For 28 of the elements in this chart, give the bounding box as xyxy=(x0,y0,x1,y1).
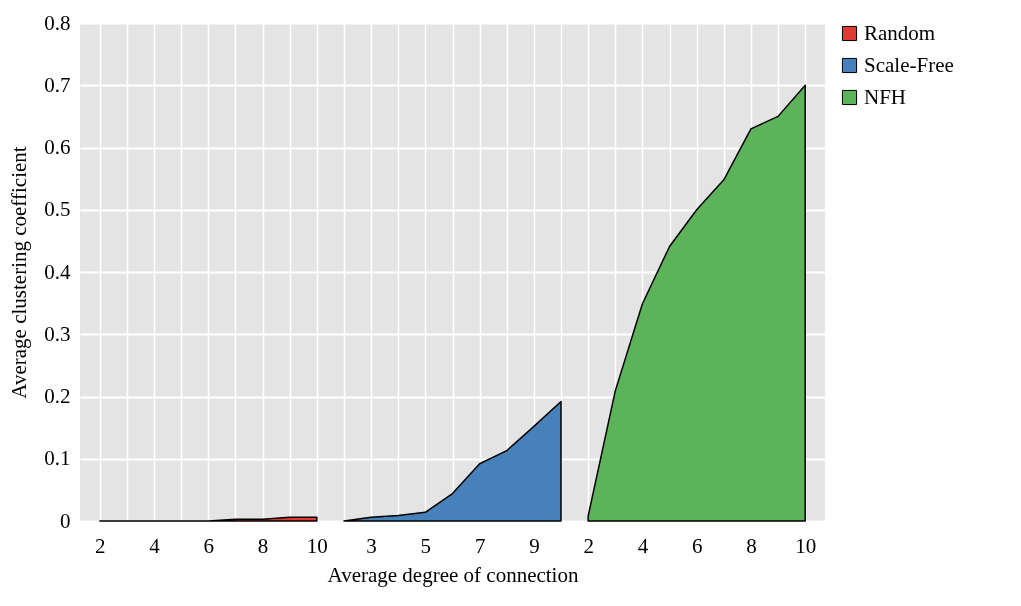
y-tick-label: 0.6 xyxy=(44,135,71,159)
x-tick-label: 5 xyxy=(420,533,432,558)
x-tick-label: 7 xyxy=(474,533,486,558)
x-tick-label: 6 xyxy=(203,533,215,558)
y-tick-label: 0.5 xyxy=(44,197,71,222)
x-tick-label: 2 xyxy=(583,533,594,558)
x-tick-label: 6 xyxy=(691,533,703,558)
y-tick-label: 0.1 xyxy=(44,446,71,471)
x-tick-label: 4 xyxy=(149,533,161,558)
x-tick-label: 4 xyxy=(637,533,649,558)
legend-label: NFH xyxy=(864,84,907,109)
legend-label: Scale-Free xyxy=(864,52,954,77)
y-axis-title: Average clustering coefficient xyxy=(7,146,32,399)
x-tick-label: 2 xyxy=(95,533,106,558)
y-tick-label: 0.3 xyxy=(44,321,71,346)
x-axis-title: Average degree of connection xyxy=(327,562,579,587)
y-tick-label: 0 xyxy=(60,508,71,533)
x-tick-label: 3 xyxy=(366,533,377,558)
y-tick-label: 0.8 xyxy=(44,10,71,35)
y-tick-label: 0.4 xyxy=(44,259,71,284)
x-tick-label: 8 xyxy=(746,533,757,558)
y-tick-label: 0.2 xyxy=(44,384,71,408)
x-tick-label: 9 xyxy=(529,533,540,558)
x-tick-label: 10 xyxy=(795,533,817,558)
x-tick-label: 10 xyxy=(306,533,328,558)
y-tick-label: 0.7 xyxy=(44,72,71,97)
x-tick-label: 8 xyxy=(257,533,269,558)
legend-label: Random xyxy=(864,20,936,45)
